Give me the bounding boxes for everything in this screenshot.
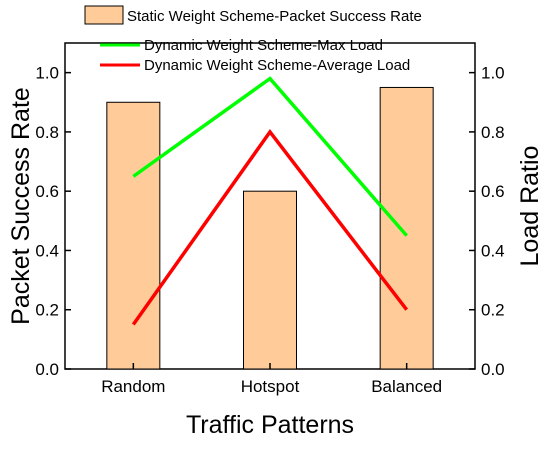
x-tick-label-balanced: Balanced — [371, 377, 442, 396]
y-left-tick-label: 0.2 — [35, 301, 59, 320]
ticks-layer: 0.0 0.2 0.4 0.6 0.8 1.0 0.0 0.2 0.4 0.6 0.8 1.0 Rand… — [35, 64, 504, 396]
bar-hotspot — [243, 190, 297, 370]
y-left-tick-label: 0.8 — [35, 123, 59, 142]
x-axis-label: Traffic Patterns — [186, 411, 354, 439]
legend: Static Weight Scheme-Packet Success Rate… — [84, 5, 422, 74]
x-tick-label-random: Random — [101, 377, 165, 396]
y-left-tick-label: 0.6 — [35, 182, 59, 201]
bar-balanced — [379, 86, 434, 370]
y-axis-left-label: Packet Success Rate — [7, 87, 35, 325]
x-tick-label-hotspot: Hotspot — [241, 377, 300, 396]
lines-layer — [131, 76, 409, 326]
y-right-tick-label: 0.8 — [481, 123, 505, 142]
y-right-tick-label: 1.0 — [481, 64, 505, 83]
legend-label-avg-load: Dynamic Weight Scheme-Average Load — [144, 57, 410, 74]
y-axis-right-label: Load Ratio — [516, 146, 544, 267]
legend-label-max-load: Dynamic Weight Scheme-Max Load — [144, 37, 383, 54]
y-right-tick-label: 0.0 — [481, 360, 505, 379]
y-left-tick-label: 0.0 — [35, 360, 59, 379]
line-series-1 — [132, 76, 408, 237]
bar-random — [106, 101, 161, 370]
y-left-tick-label: 0.4 — [35, 241, 59, 260]
y-right-tick-label: 0.6 — [481, 182, 505, 201]
legend-label-static: Static Weight Scheme-Packet Success Rate — [127, 8, 422, 25]
y-right-tick-label: 0.4 — [481, 241, 505, 260]
y-right-tick-label: 0.2 — [481, 301, 505, 320]
legend-swatch-static-bar — [84, 5, 124, 25]
y-left-tick-label: 1.0 — [35, 64, 59, 83]
line-series-2 — [131, 128, 409, 326]
